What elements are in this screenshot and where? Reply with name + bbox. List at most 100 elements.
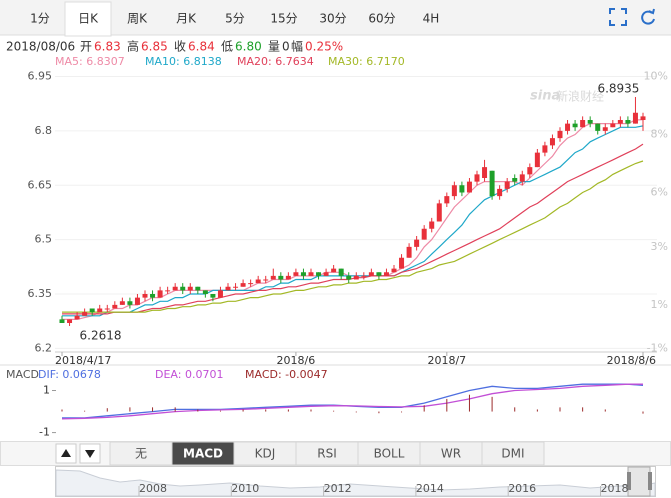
- candle-body: [180, 286, 186, 291]
- navigator-year: 2010: [231, 482, 259, 495]
- candle-body: [278, 275, 284, 280]
- candle-body: [444, 196, 450, 204]
- quote-label: 收: [174, 40, 186, 54]
- candle-body: [602, 127, 608, 131]
- candle-body: [112, 304, 118, 309]
- tab[interactable]: 30分: [319, 12, 346, 26]
- indicator-tab-label[interactable]: DMI: [501, 447, 524, 461]
- candle-body: [233, 286, 239, 288]
- candle-body: [482, 167, 488, 178]
- y-tick-label: 1: [43, 384, 50, 397]
- candle-body: [165, 290, 171, 292]
- candle-body: [134, 297, 140, 305]
- indicator-tab-label[interactable]: KDJ: [255, 447, 276, 461]
- tab[interactable]: 4H: [423, 12, 440, 26]
- candle-body: [429, 221, 435, 229]
- candle-body: [285, 275, 291, 280]
- tab[interactable]: 5分: [225, 12, 245, 26]
- candle-body: [383, 272, 389, 276]
- candle-body: [519, 174, 525, 182]
- candle-body: [466, 181, 472, 193]
- candle-body: [406, 246, 412, 258]
- quote-date: 2018/08/06: [6, 40, 75, 54]
- candle-body: [82, 312, 88, 316]
- y-tick-label: 6.5: [35, 233, 53, 246]
- candle-body: [89, 308, 95, 313]
- quote-value: 0: [282, 40, 290, 54]
- candle-body: [225, 286, 231, 291]
- indicator-tab-label[interactable]: RSI: [317, 447, 337, 461]
- candle-body: [617, 120, 623, 124]
- watermark-logo: sina: [530, 89, 560, 104]
- right-tick-label: 1%: [651, 298, 668, 311]
- candle-body: [142, 294, 148, 298]
- navigator-year: 2016: [508, 482, 536, 495]
- active-tab[interactable]: [64, 1, 112, 37]
- candle-body: [346, 275, 352, 280]
- indicator-tab-label[interactable]: BOLL: [374, 447, 405, 461]
- tab[interactable]: 日K: [78, 12, 99, 26]
- y-tick-label: 6.65: [28, 178, 53, 191]
- candle-body: [414, 239, 420, 247]
- legend-entry: MA10: 6.8138: [145, 55, 222, 68]
- candle-body: [368, 272, 374, 276]
- up-arrow: [61, 449, 71, 457]
- candle-body: [489, 170, 495, 197]
- candle-body: [376, 272, 382, 276]
- indicator-line: [62, 383, 644, 419]
- watermark-text: 新浪财经: [556, 89, 604, 104]
- tab[interactable]: 15分: [270, 12, 297, 26]
- ma-line: [62, 143, 644, 315]
- navigator-year: 2008: [139, 482, 167, 495]
- candle-body: [255, 279, 261, 284]
- indicator-tab-label[interactable]: WR: [441, 447, 461, 461]
- x-tick-label: 2018/6: [277, 354, 316, 367]
- candle-body: [293, 272, 299, 276]
- tab[interactable]: 月K: [176, 12, 197, 26]
- candle-body: [497, 188, 503, 197]
- quote-label: 幅: [291, 39, 303, 54]
- max-label: 6.8935: [597, 81, 639, 95]
- navigator-handle[interactable]: [648, 472, 652, 490]
- min-label: 6.2618: [80, 328, 122, 342]
- candle-body: [270, 275, 276, 280]
- quote-value: 6.80: [235, 40, 262, 54]
- candle-body: [353, 275, 359, 280]
- quote-label: 高: [127, 39, 139, 54]
- indicator-tab[interactable]: [481, 441, 545, 466]
- navigator-handle[interactable]: [627, 472, 631, 490]
- x-tick-label: 2018/4/17: [55, 354, 111, 367]
- candle-body: [240, 283, 246, 287]
- legend-entry: DEA: 0.0701: [155, 368, 223, 381]
- candle-body: [210, 294, 216, 298]
- quote-value: 6.83: [94, 40, 121, 54]
- candle-body: [459, 185, 465, 193]
- right-tick-label: 3%: [651, 240, 668, 253]
- navigator-selection[interactable]: [627, 466, 651, 497]
- tab[interactable]: 1分: [30, 12, 50, 26]
- quote-value: 0.25%: [305, 40, 343, 54]
- candle-body: [172, 286, 178, 291]
- ma-line: [62, 119, 644, 320]
- candle-body: [549, 138, 555, 146]
- candle-body: [67, 319, 73, 323]
- indicator-tab-label[interactable]: 无: [135, 447, 147, 461]
- candle-body: [391, 268, 397, 273]
- right-tick-label: 8%: [651, 128, 668, 141]
- fullscreen-icon[interactable]: [609, 8, 627, 26]
- candle-body: [625, 120, 631, 124]
- candle-body: [580, 120, 586, 128]
- quote-value: 6.85: [141, 40, 168, 54]
- candle-body: [474, 174, 480, 182]
- candle-body: [217, 290, 223, 298]
- candle-body: [127, 301, 133, 305]
- tab[interactable]: 60分: [368, 12, 395, 26]
- candle-body: [557, 130, 563, 139]
- indicator-tab-label[interactable]: MACD: [183, 447, 223, 461]
- tab-bar: [0, 0, 671, 35]
- tab[interactable]: 周K: [127, 12, 148, 26]
- legend-entry: MACD: -0.0047: [245, 368, 328, 381]
- x-tick-label: 2018/7: [427, 354, 466, 367]
- refresh-icon[interactable]: [641, 8, 655, 25]
